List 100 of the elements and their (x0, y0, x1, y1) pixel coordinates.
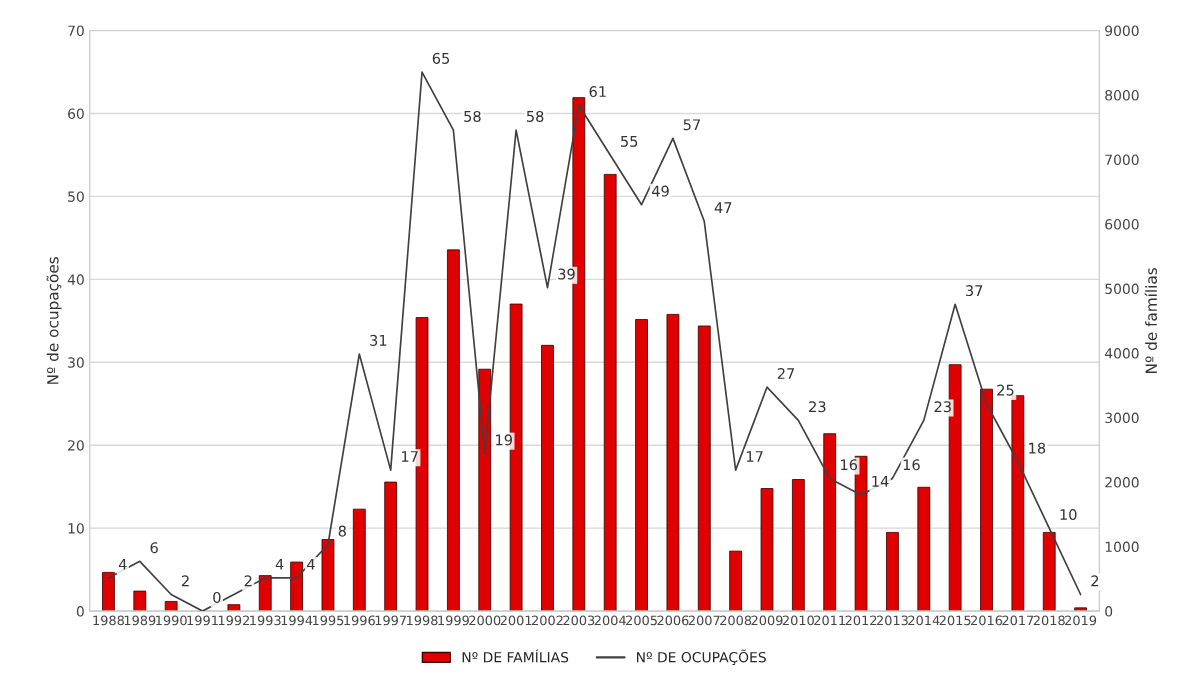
data-label: 16 (841, 459, 858, 471)
bar (666, 313, 680, 612)
data-label: 25 (997, 384, 1014, 396)
x-tick-label: 1991 (187, 615, 218, 626)
y-tick-label: 70 (68, 25, 84, 37)
x-tick-label: 2011 (814, 615, 845, 626)
bar (729, 550, 743, 612)
bar (697, 325, 711, 612)
bar (384, 481, 398, 612)
data-label: 58 (464, 110, 481, 122)
y2-tick-label: 0 (1105, 606, 1113, 617)
data-label: 61 (589, 86, 606, 98)
data-label: 23 (934, 401, 951, 413)
x-tick-label: 2016 (971, 615, 1003, 626)
data-label: 57 (683, 119, 700, 131)
y2-tick-label: 4000 (1104, 348, 1139, 359)
y-tick-label: 0 (76, 606, 84, 617)
y-tick-label: 60 (68, 108, 84, 119)
y2-tick-label: 3000 (1105, 412, 1139, 424)
data-label: 2 (181, 575, 189, 587)
x-tick-label: 2000 (469, 615, 501, 626)
y-axis-title: Nº de ocupações (46, 257, 62, 384)
data-label: 55 (621, 135, 638, 147)
bar (352, 508, 366, 612)
legend-label: Nº DE FAMÍLIAS (462, 649, 569, 663)
data-label: 6 (150, 542, 158, 554)
bar (164, 601, 178, 612)
x-tick-label: 2013 (876, 615, 908, 626)
data-label: 16 (903, 459, 920, 471)
data-label: 4 (307, 558, 315, 570)
bar (635, 319, 648, 612)
x-tick-label: 2017 (1002, 615, 1034, 626)
data-label: 18 (1029, 442, 1046, 454)
y-tick-label: 20 (68, 440, 84, 451)
x-tick-label: 1994 (281, 615, 313, 626)
data-label: 37 (965, 285, 983, 297)
bar (133, 590, 147, 612)
bar (823, 433, 837, 612)
data-label: 39 (558, 268, 575, 280)
data-label: 17 (746, 451, 763, 462)
legend-label: Nº DE OCUPAÇÕES (637, 649, 766, 665)
y2-tick-label: 5000 (1105, 283, 1139, 295)
x-tick-label: 1992 (218, 615, 250, 626)
x-tick-label: 1999 (438, 615, 469, 626)
x-tick-label: 1990 (156, 615, 187, 626)
data-label: 14 (872, 476, 889, 487)
data-label: 0 (213, 591, 221, 603)
data-label: 17 (402, 451, 418, 462)
bar (447, 249, 460, 612)
x-tick-label: 2015 (939, 615, 971, 626)
data-label: 4 (118, 558, 127, 570)
data-label: 19 (496, 434, 513, 446)
bar (102, 571, 115, 612)
data-label: 2 (1091, 575, 1099, 587)
x-tick-label: 2018 (1033, 615, 1065, 626)
y-tick-label: 10 (68, 523, 84, 534)
x-tick-label: 2019 (1065, 615, 1097, 626)
x-tick-label: 2005 (626, 615, 657, 626)
x-tick-label: 2008 (720, 615, 752, 626)
x-tick-label: 1989 (124, 615, 156, 626)
bar (1042, 531, 1056, 612)
x-tick-label: 2014 (908, 615, 940, 626)
x-tick-label: 2009 (751, 615, 783, 626)
y2-tick-label: 2000 (1105, 477, 1139, 488)
x-tick-label: 1996 (344, 615, 375, 626)
y2-tick-label: 9000 (1105, 25, 1139, 37)
data-label: 58 (526, 110, 544, 122)
x-tick-label: 1997 (375, 615, 407, 626)
bar (603, 173, 617, 612)
data-label: 47 (714, 202, 732, 213)
y2-tick-label: 1000 (1105, 541, 1139, 553)
bar (321, 539, 335, 612)
x-tick-label: 2004 (594, 615, 626, 626)
bar (760, 488, 774, 612)
data-label: 2 (244, 575, 252, 587)
bar (290, 561, 303, 612)
y2-tick-label: 7000 (1105, 154, 1139, 166)
x-tick-label: 2012 (845, 615, 877, 626)
x-tick-label: 2006 (657, 615, 689, 626)
y2-tick-label: 6000 (1105, 219, 1139, 230)
line-series (107, 71, 1082, 612)
data-label: 10 (1060, 509, 1077, 521)
bar (227, 604, 241, 612)
data-label: 31 (370, 334, 387, 346)
y2-axis-title: Nº de famílias (1144, 268, 1157, 373)
x-tick-label: 2003 (563, 615, 595, 626)
x-tick-label: 1993 (250, 615, 281, 626)
y-tick-label: 30 (68, 357, 84, 368)
data-label: 8 (338, 525, 346, 537)
x-tick-label: 1988 (93, 615, 124, 626)
data-label: 4 (275, 558, 284, 570)
bar (478, 368, 492, 612)
bar (1011, 395, 1025, 612)
data-label: 23 (809, 401, 826, 413)
data-label: 27 (777, 368, 795, 379)
x-tick-label: 2002 (531, 615, 563, 626)
y-tick-label: 40 (67, 274, 84, 285)
bar (980, 388, 993, 612)
x-tick-label: 2001 (500, 615, 532, 626)
bar (258, 575, 272, 612)
